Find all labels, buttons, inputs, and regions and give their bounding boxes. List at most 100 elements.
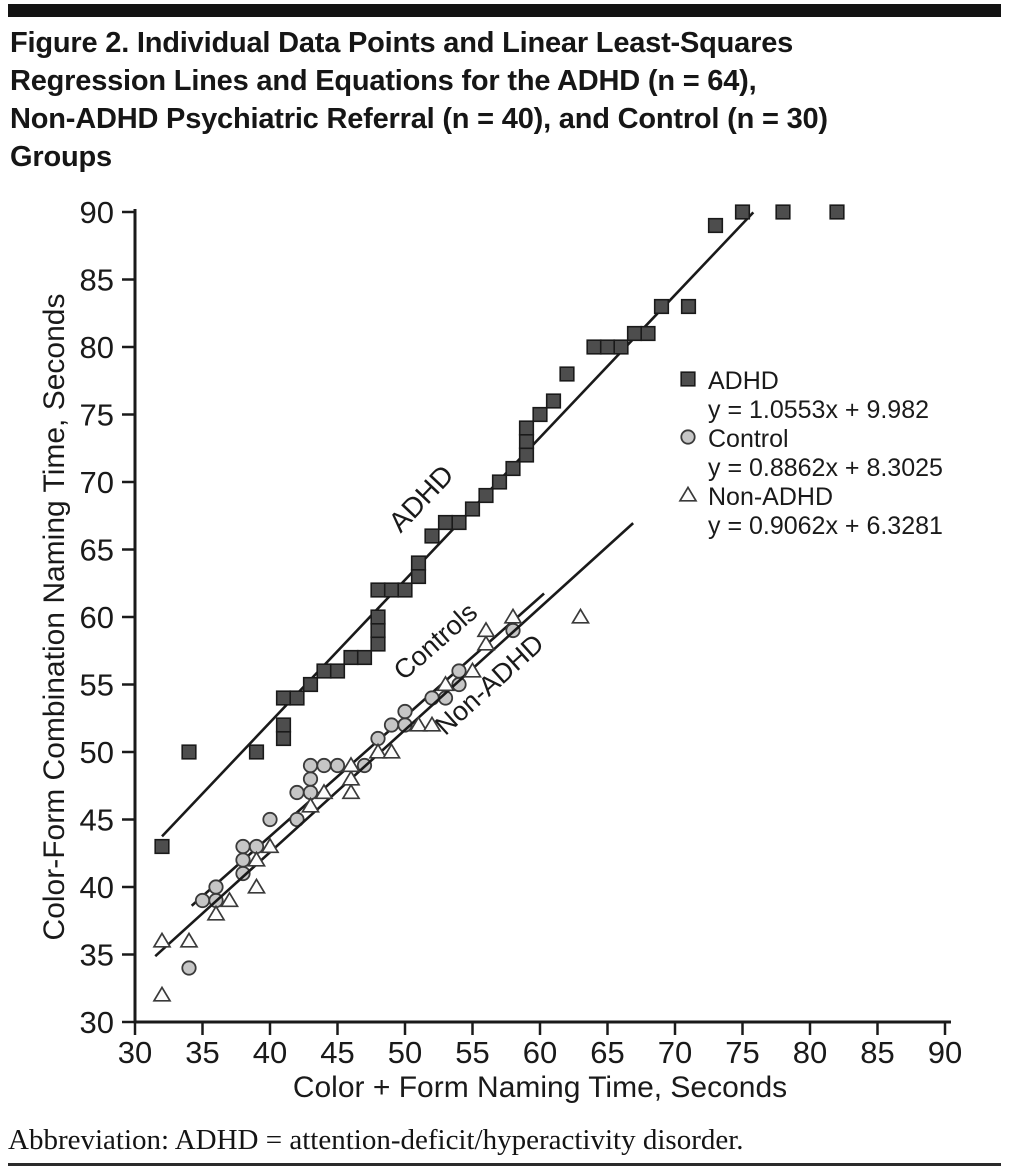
square-marker [410, 568, 427, 585]
square-marker [437, 514, 454, 531]
square-marker [356, 649, 373, 666]
y-tick-label: 65 [80, 533, 114, 568]
square-marker [613, 339, 629, 355]
triangle-marker [422, 715, 442, 732]
circle-marker [680, 429, 696, 445]
abbreviation-note: Abbreviation: ADHD = attention-deficit/h… [8, 1124, 744, 1156]
x-tick-label: 70 [658, 1035, 692, 1070]
x-tick-label: 40 [253, 1035, 287, 1070]
square-marker [653, 298, 670, 315]
x-tick-label: 65 [590, 1035, 624, 1070]
triangle-marker [341, 769, 361, 786]
triangle-marker [382, 742, 401, 759]
regression-line [154, 522, 635, 958]
square-marker [734, 204, 751, 220]
y-tick-label: 30 [80, 1005, 114, 1040]
triangle-marker [436, 675, 455, 692]
square-marker [451, 514, 467, 531]
triangle-marker [260, 837, 280, 854]
square-marker [275, 690, 292, 706]
square-marker [559, 366, 575, 382]
triangle-marker [152, 985, 172, 1002]
triangle-marker [341, 783, 361, 800]
triangle-marker [463, 661, 482, 678]
y-tick-label: 90 [80, 195, 114, 230]
square-marker [775, 204, 791, 220]
circle-marker [235, 852, 251, 868]
square-marker [383, 582, 400, 598]
circle-marker [451, 663, 467, 679]
circle-marker [302, 757, 319, 774]
square-marker [640, 325, 656, 342]
square-marker [424, 528, 440, 544]
top-rule [8, 4, 1001, 17]
x-tick-label: 60 [523, 1035, 557, 1070]
triangle-marker [301, 796, 320, 813]
triangle-marker [206, 904, 226, 921]
square-marker [370, 582, 386, 598]
triangle-marker [247, 850, 266, 867]
square-marker [586, 339, 602, 355]
circle-marker [208, 879, 224, 895]
circle-marker [262, 811, 278, 828]
x-tick-label: 50 [388, 1035, 422, 1070]
y-tick-label: 70 [80, 465, 114, 500]
legend-equation: y = 0.9062x + 6.3281 [708, 512, 943, 540]
square-marker [680, 298, 697, 315]
square-marker [505, 460, 521, 477]
triangle-marker [152, 931, 172, 948]
x-tick-label: 75 [725, 1035, 759, 1070]
triangle-marker [220, 891, 239, 908]
square-marker [707, 217, 724, 234]
y-tick-label: 85 [80, 263, 114, 298]
x-tick-label: 85 [860, 1035, 894, 1070]
y-tick-label: 35 [80, 938, 114, 973]
y-tick-label: 80 [80, 330, 114, 365]
x-tick-label: 80 [793, 1035, 827, 1070]
square-marker [464, 501, 481, 517]
series-adhd: ADHD [154, 204, 845, 855]
square-marker [289, 690, 305, 706]
triangle-marker [571, 607, 590, 624]
square-marker [181, 744, 197, 760]
square-marker [275, 730, 292, 747]
x-axis-title: Color + Form Naming Time, Seconds [293, 1071, 787, 1104]
square-marker [370, 609, 386, 625]
x-tick-label: 90 [928, 1035, 962, 1070]
y-tick-label: 75 [80, 398, 114, 433]
square-marker [626, 325, 643, 342]
triangle-marker [247, 877, 266, 894]
square-marker [370, 636, 386, 652]
circle-marker [316, 757, 332, 774]
square-marker [316, 663, 332, 679]
legend-equation: y = 1.0553x + 9.982 [708, 396, 929, 424]
circle-marker [383, 717, 400, 733]
square-marker [680, 371, 696, 387]
square-marker [518, 420, 535, 436]
y-tick-label: 50 [80, 735, 114, 770]
circle-marker [329, 757, 346, 774]
square-marker [370, 622, 386, 639]
triangle-marker [678, 485, 698, 502]
x-tick-label: 55 [455, 1035, 489, 1070]
square-marker [397, 582, 413, 598]
triangle-marker [409, 715, 428, 732]
x-tick-label: 30 [118, 1035, 152, 1070]
square-marker [248, 744, 265, 760]
axes [133, 209, 951, 1024]
triangle-marker [314, 783, 334, 800]
legend-equation: y = 0.8862x + 8.3025 [708, 454, 943, 482]
square-marker [302, 676, 319, 693]
circle-marker [289, 784, 305, 801]
bottom-rule [8, 1163, 1001, 1166]
square-marker [599, 339, 616, 355]
y-tick-label: 45 [80, 803, 114, 838]
square-marker [545, 393, 562, 409]
triangle-marker [179, 931, 199, 948]
square-marker [329, 663, 346, 679]
triangle-marker [341, 756, 361, 773]
circle-marker [302, 771, 319, 787]
